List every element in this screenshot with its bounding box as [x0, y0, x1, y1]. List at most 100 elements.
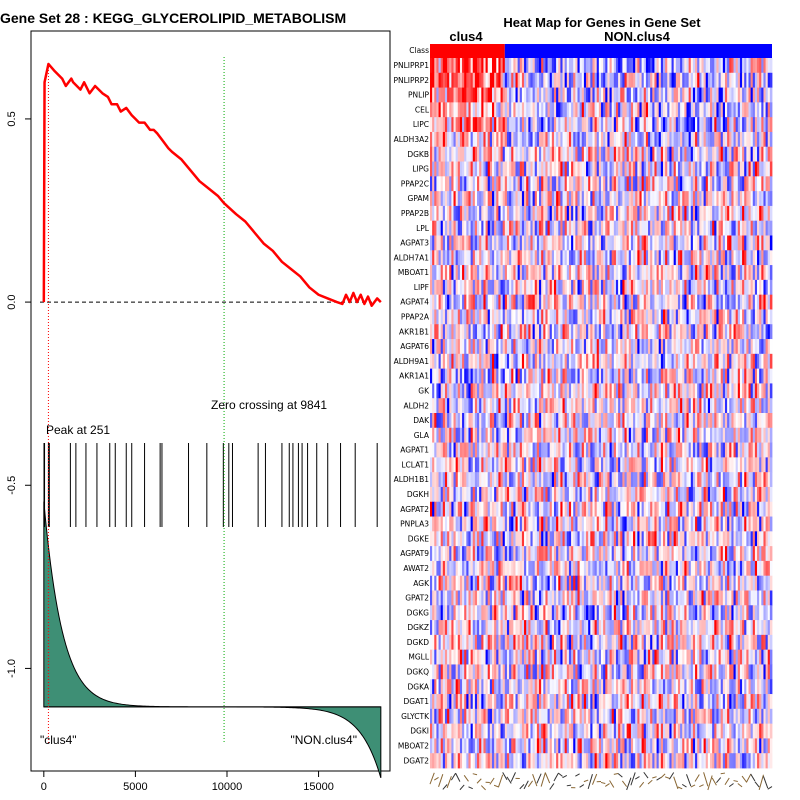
heatmap-cell — [539, 472, 542, 488]
heatmap-cell — [438, 58, 442, 74]
heatmap-cell — [447, 398, 450, 414]
heatmap-cell — [502, 472, 506, 488]
heatmap-cell — [598, 353, 602, 370]
heatmap-cell — [594, 413, 598, 429]
heatmap-cell — [720, 220, 724, 236]
heatmap-cell — [566, 324, 570, 340]
heatmap-cell — [573, 486, 576, 503]
heatmap-cell — [645, 72, 649, 88]
heatmap-cell — [677, 102, 681, 118]
heatmap-cell — [761, 176, 764, 192]
heatmap-cell — [528, 102, 531, 118]
heatmap-cell — [613, 309, 617, 325]
heatmap-cell — [757, 442, 760, 458]
heatmap-cell — [558, 472, 561, 488]
heatmap-cell — [767, 294, 771, 310]
heatmap-cell — [654, 87, 657, 103]
heatmap-cell — [705, 87, 709, 103]
heatmap-cell — [455, 191, 459, 207]
heatmap-cell — [564, 324, 568, 340]
heatmap-cell — [506, 161, 510, 177]
heatmap-cell — [457, 102, 461, 118]
heatmap-cell — [481, 383, 484, 399]
heatmap-cell — [699, 294, 702, 310]
heatmap-cell — [630, 472, 634, 488]
heatmap-cell — [472, 235, 476, 251]
heatmap-cell — [620, 58, 623, 74]
heatmap-cell — [556, 309, 559, 325]
heatmap-cell — [754, 205, 758, 222]
heatmap-cell — [472, 191, 476, 207]
heatmap-cell — [733, 176, 737, 192]
heatmap-cell — [722, 413, 726, 429]
heatmap-cell — [558, 191, 561, 207]
heatmap-cell — [662, 339, 666, 355]
heatmap-cell — [466, 176, 469, 192]
heatmap-cell — [579, 472, 583, 488]
heatmap-cell — [628, 486, 632, 503]
heatmap-cell — [459, 131, 463, 148]
heatmap-cell — [703, 191, 707, 207]
heatmap-cell — [761, 87, 764, 103]
heatmap-cell — [620, 486, 623, 503]
heatmap-cell — [466, 339, 469, 355]
heatmap-cell — [720, 279, 724, 296]
heatmap-cell — [729, 250, 732, 266]
heatmap-cell — [528, 191, 531, 207]
heatmap-cell — [564, 294, 568, 310]
heatmap-cell — [534, 220, 538, 236]
heatmap-cell — [618, 176, 621, 192]
heatmap-cell — [519, 161, 523, 177]
heatmap-cell — [635, 442, 638, 458]
heatmap-cell — [466, 191, 469, 207]
heatmap-cell — [692, 220, 696, 236]
heatmap-cell — [722, 368, 726, 384]
heatmap-cell — [511, 413, 514, 429]
heatmap-cell — [677, 131, 681, 148]
heatmap-cell — [769, 176, 773, 192]
heatmap-cell — [481, 176, 484, 192]
heatmap-cell — [571, 161, 574, 177]
heatmap-cell — [707, 442, 711, 458]
heatmap-cell — [618, 442, 621, 458]
heatmap-cell — [761, 486, 764, 503]
heatmap-cell — [504, 87, 508, 103]
heatmap-cell — [491, 176, 495, 192]
heatmap-cell — [506, 235, 510, 251]
heatmap-cell — [622, 235, 625, 251]
heatmap-cell — [575, 250, 578, 266]
heatmap-cell — [524, 176, 527, 192]
heatmap-cell — [705, 235, 709, 251]
heatmap-cell — [579, 442, 583, 458]
heatmap-cell — [750, 161, 754, 177]
heatmap-cell — [447, 501, 450, 517]
heatmap-cell — [513, 442, 516, 458]
heatmap-cell — [697, 486, 700, 503]
heatmap-cell — [573, 58, 576, 74]
heatmap-cell — [568, 368, 572, 384]
heatmap-cell — [669, 457, 672, 473]
heatmap-cell — [680, 87, 683, 103]
heatmap-row — [430, 176, 773, 192]
heatmap-cell — [487, 250, 491, 266]
heatmap-cell — [543, 383, 546, 399]
heatmap-cell — [641, 486, 645, 503]
heatmap-cell — [748, 339, 752, 355]
heatmap-cell — [502, 146, 506, 162]
heatmap-row — [430, 339, 773, 355]
heatmap-cell — [769, 324, 773, 340]
heatmap-row — [430, 324, 773, 340]
heatmap-cell — [757, 191, 760, 207]
heatmap-cell — [675, 146, 679, 162]
heatmap-cell — [656, 427, 660, 443]
heatmap-cell — [710, 205, 713, 222]
heatmap-cell — [622, 294, 625, 310]
heatmap-cell — [562, 176, 566, 192]
heatmap-cell — [562, 87, 566, 103]
heatmap-cell — [727, 279, 730, 296]
heatmap-cell — [769, 339, 773, 355]
heatmap-cell — [515, 279, 519, 296]
heatmap-cell — [656, 220, 660, 236]
heatmap-cell — [624, 265, 628, 281]
heatmap-cell — [588, 72, 591, 88]
